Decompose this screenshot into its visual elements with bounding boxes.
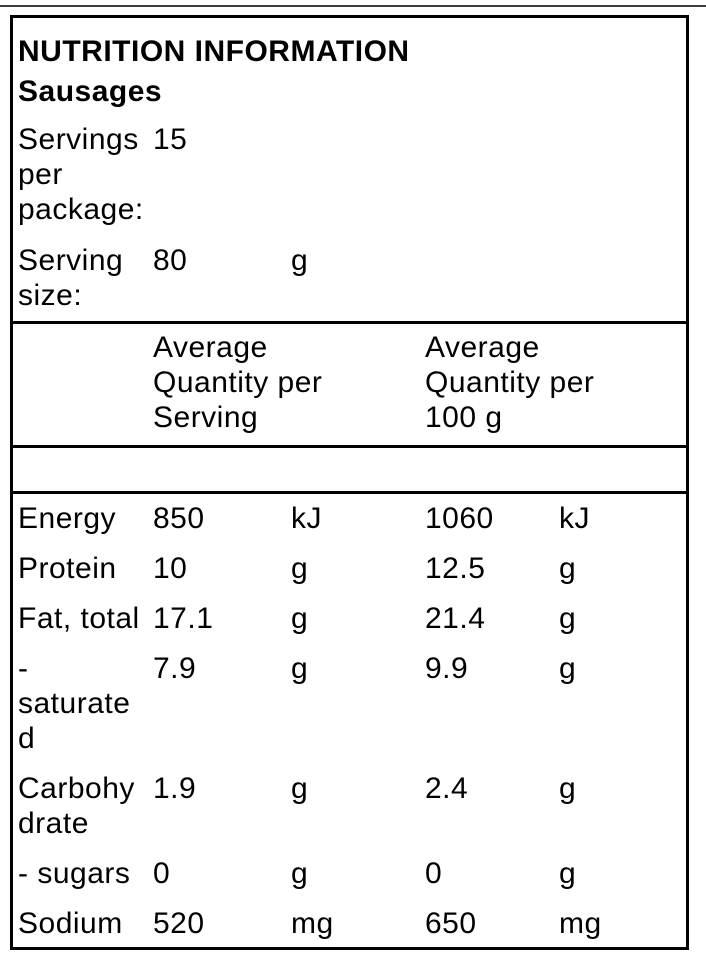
unit-per-100g: g — [559, 602, 577, 635]
nutrient-label: - saturated — [18, 652, 131, 755]
value-per-100g: 1060 — [425, 502, 494, 535]
value-per-serving: 0 — [153, 857, 171, 890]
value-per-serving: 850 — [153, 502, 205, 535]
value-per-serving: 1.9 — [153, 772, 197, 805]
unit-per-serving: g — [291, 552, 309, 585]
value-per-serving: 7.9 — [153, 652, 197, 685]
nutrition-information-panel: NUTRITION INFORMATION Sausages Servings … — [10, 15, 689, 950]
serving-size-value: 80 — [153, 244, 188, 277]
value-per-100g: 9.9 — [425, 652, 469, 685]
value-per-serving: 17.1 — [153, 602, 214, 635]
table-row-sugars: - sugars 0 g 0 g — [13, 849, 686, 899]
unit-per-100g: mg — [559, 907, 602, 940]
servings-per-package-value: 15 — [153, 123, 188, 156]
table-row-fat-total: Fat, total 17.1 g 21.4 g — [13, 594, 686, 644]
section-divider — [13, 321, 686, 324]
table-row-energy: Energy 850 kJ 1060 kJ — [13, 494, 686, 544]
empty-spacer-row — [13, 448, 686, 491]
unit-per-serving: g — [291, 652, 309, 685]
table-row-carbohydrate: Carbohydrate 1.9 g 2.4 g — [13, 764, 686, 849]
nutrient-label: Energy — [18, 502, 117, 535]
unit-per-100g: g — [559, 772, 577, 805]
value-per-serving: 10 — [153, 552, 188, 585]
nutrient-table-body: Energy 850 kJ 1060 kJ Protein 10 g 12.5 … — [13, 494, 686, 947]
column-header-row: Average Quantity per Serving Average Qua… — [13, 324, 686, 445]
panel-title-section: NUTRITION INFORMATION Sausages — [13, 18, 686, 116]
unit-per-serving: g — [291, 602, 309, 635]
unit-per-100g: g — [559, 552, 577, 585]
section-divider — [13, 491, 686, 494]
table-row-protein: Protein 10 g 12.5 g — [13, 544, 686, 594]
unit-per-serving: kJ — [291, 502, 322, 535]
value-per-100g: 21.4 — [425, 602, 486, 635]
header-per-serving: Average Quantity per Serving — [153, 331, 323, 434]
unit-per-serving: mg — [291, 907, 334, 940]
serving-size-row: Serving size: 80 g — [13, 237, 686, 321]
serving-size-label: Serving size: — [18, 244, 124, 312]
nutrient-label: - sugars — [18, 857, 131, 890]
nutrient-label: Sodium — [18, 907, 123, 940]
servings-per-package-row: Servings per package: 15 — [13, 116, 686, 237]
nutrient-label: Protein — [18, 552, 117, 585]
serving-size-unit: g — [291, 244, 309, 277]
value-per-serving: 520 — [153, 907, 205, 940]
unit-per-100g: kJ — [559, 502, 590, 535]
value-per-100g: 650 — [425, 907, 477, 940]
servings-per-package-label: Servings per package: — [18, 123, 144, 226]
header-per-100g: Average Quantity per 100 g — [425, 331, 595, 434]
nutrient-label: Fat, total — [18, 602, 140, 635]
product-name: Sausages — [18, 75, 163, 108]
unit-per-serving: g — [291, 857, 309, 890]
table-row-sodium: Sodium 520 mg 650 mg — [13, 899, 686, 947]
unit-per-serving: g — [291, 772, 309, 805]
table-row-saturated-fat: - saturated 7.9 g 9.9 g — [13, 644, 686, 764]
servings-per-package-unit — [291, 122, 425, 227]
section-divider — [13, 445, 686, 448]
nutrient-label: Carbohydrate — [18, 772, 135, 840]
value-per-100g: 0 — [425, 857, 443, 890]
panel-title: NUTRITION INFORMATION — [18, 35, 410, 68]
value-per-100g: 2.4 — [425, 772, 469, 805]
top-divider-line — [0, 5, 706, 7]
unit-per-100g: g — [559, 857, 577, 890]
value-per-100g: 12.5 — [425, 552, 486, 585]
unit-per-100g: g — [559, 652, 577, 685]
